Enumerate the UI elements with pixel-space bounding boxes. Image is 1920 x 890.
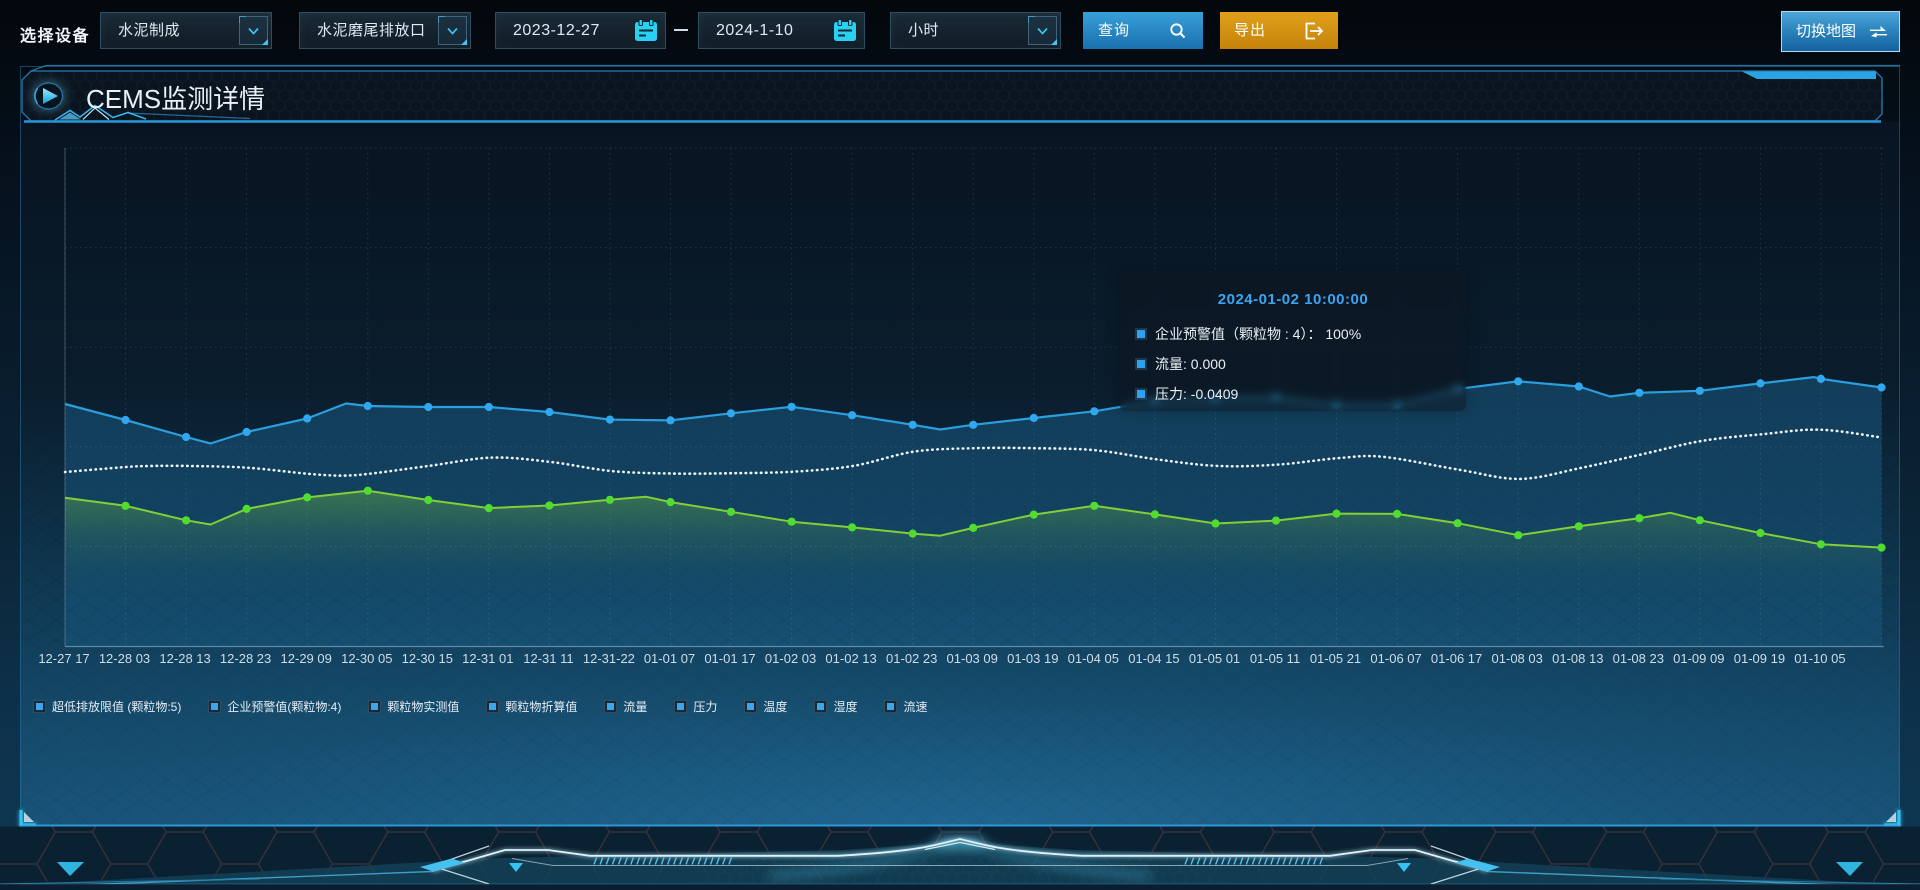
- svg-text:01-10 05: 01-10 05: [1794, 651, 1845, 666]
- svg-text:12-29 09: 12-29 09: [281, 651, 332, 666]
- svg-text:01-09 09: 01-09 09: [1673, 651, 1724, 666]
- svg-text:12-28 03: 12-28 03: [99, 651, 150, 666]
- svg-text:12-31 11: 12-31 11: [523, 651, 573, 666]
- svg-text:01-04 15: 01-04 15: [1128, 651, 1179, 666]
- svg-text:01-05 11: 01-05 11: [1250, 651, 1300, 666]
- svg-text:01-06 07: 01-06 07: [1370, 651, 1421, 666]
- svg-text:01-06 17: 01-06 17: [1431, 651, 1482, 666]
- svg-text:12-28 13: 12-28 13: [159, 651, 210, 666]
- svg-text:01-05 01: 01-05 01: [1189, 651, 1240, 666]
- svg-text:12-31-22: 12-31-22: [583, 651, 635, 666]
- svg-text:01-02 03: 01-02 03: [765, 651, 816, 666]
- svg-text:01-08 03: 01-08 03: [1492, 651, 1543, 666]
- svg-text:12-27 17: 12-27 17: [38, 651, 89, 666]
- svg-text:12-31 01: 12-31 01: [462, 651, 513, 666]
- svg-text:12-28 23: 12-28 23: [220, 651, 271, 666]
- svg-text:01-03 09: 01-03 09: [947, 651, 998, 666]
- svg-text:01-01 17: 01-01 17: [704, 651, 755, 666]
- svg-text:01-01 07: 01-01 07: [644, 651, 695, 666]
- svg-text:01-02 13: 01-02 13: [825, 651, 876, 666]
- svg-text:01-02 23: 01-02 23: [886, 651, 937, 666]
- svg-text:12-30 15: 12-30 15: [402, 651, 453, 666]
- svg-text:01-08 23: 01-08 23: [1613, 651, 1664, 666]
- svg-text:01-03 19: 01-03 19: [1007, 651, 1058, 666]
- svg-text:01-04 05: 01-04 05: [1068, 651, 1119, 666]
- svg-text:12-30 05: 12-30 05: [341, 651, 392, 666]
- svg-text:01-05 21: 01-05 21: [1310, 651, 1361, 666]
- svg-text:01-09 19: 01-09 19: [1734, 651, 1785, 666]
- svg-text:01-08 13: 01-08 13: [1552, 651, 1603, 666]
